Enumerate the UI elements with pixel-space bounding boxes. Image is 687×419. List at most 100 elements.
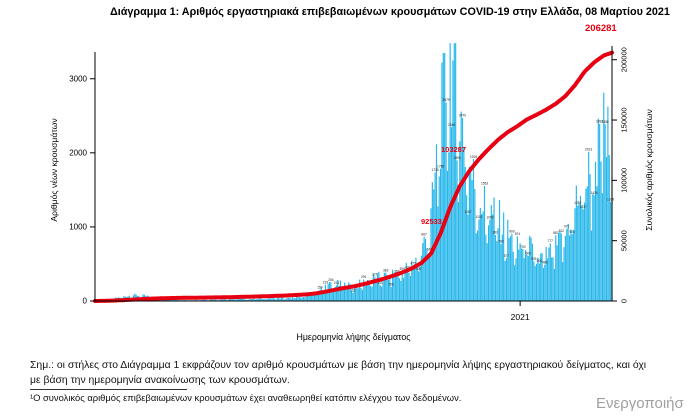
daily-cases-bar xyxy=(383,272,385,301)
daily-cases-bar xyxy=(562,262,564,301)
daily-cases-bar xyxy=(437,206,439,301)
daily-cases-bar xyxy=(607,106,609,301)
svg-text:1237: 1237 xyxy=(580,205,587,209)
daily-cases-bar xyxy=(455,43,457,301)
daily-cases-bar xyxy=(231,298,233,301)
daily-cases-bar xyxy=(195,299,198,301)
daily-cases-bar xyxy=(552,257,554,301)
daily-cases-bar xyxy=(263,299,265,301)
daily-cases-bar xyxy=(239,298,241,301)
daily-cases-bar xyxy=(482,211,484,301)
daily-cases-bar xyxy=(297,297,299,301)
daily-cases-bar xyxy=(599,123,601,301)
daily-cases-bar xyxy=(167,299,169,301)
daily-cases-bar xyxy=(464,166,466,301)
daily-cases-bar xyxy=(592,194,594,301)
daily-cases-bar xyxy=(540,253,542,301)
svg-text:901: 901 xyxy=(570,230,576,234)
svg-text:539: 539 xyxy=(531,257,537,261)
daily-cases-bar xyxy=(453,43,455,301)
svg-text:400: 400 xyxy=(416,267,422,271)
daily-cases-bar xyxy=(507,219,509,301)
right-axis-title: Συνολικός αριθμός κρουσμάτων xyxy=(644,109,654,231)
daily-cases-bar xyxy=(581,205,583,301)
svg-text:1289: 1289 xyxy=(574,201,581,205)
svg-text:1553: 1553 xyxy=(481,182,488,186)
daily-cases-bar xyxy=(389,278,391,301)
daily-cases-bar xyxy=(474,189,476,301)
daily-cases-bar xyxy=(419,266,421,301)
svg-text:892: 892 xyxy=(493,231,499,235)
svg-text:150: 150 xyxy=(317,286,323,290)
daily-cases-bar xyxy=(367,279,369,301)
daily-cases-bar xyxy=(268,297,270,301)
svg-text:1339: 1339 xyxy=(607,198,614,202)
daily-cases-bar xyxy=(530,237,532,301)
daily-cases-bar xyxy=(405,262,407,301)
daily-cases-bar xyxy=(256,299,258,301)
svg-text:1735: 1735 xyxy=(432,168,439,172)
daily-cases-bar xyxy=(604,124,606,301)
chart-note: Σημ.: οι στήλες στο Διάγραμμα 1 εκφράζου… xyxy=(30,359,646,388)
daily-cases-bar xyxy=(322,290,324,301)
daily-cases-bar xyxy=(309,294,311,301)
daily-cases-bar xyxy=(475,233,477,301)
daily-cases-bar xyxy=(477,230,479,301)
daily-cases-bar xyxy=(392,269,394,301)
svg-text:909: 909 xyxy=(509,229,515,233)
daily-cases-bar xyxy=(461,118,464,302)
daily-cases-bar xyxy=(512,251,514,301)
svg-text:971: 971 xyxy=(564,225,570,229)
daily-cases-bar xyxy=(272,297,274,301)
daily-cases-bar xyxy=(518,249,520,301)
daily-cases-bar xyxy=(265,299,267,301)
daily-cases-bar xyxy=(334,287,336,301)
daily-cases-bar xyxy=(365,281,368,301)
daily-cases-bar xyxy=(515,258,517,301)
svg-text:369: 369 xyxy=(394,269,400,273)
daily-cases-bar xyxy=(544,264,546,301)
daily-cases-bar xyxy=(339,280,342,301)
daily-cases-bar xyxy=(374,276,376,301)
daily-cases-bar xyxy=(282,297,284,301)
daily-cases-bar xyxy=(253,298,255,301)
daily-cases-bar xyxy=(319,289,321,301)
svg-text:1786: 1786 xyxy=(437,164,444,168)
daily-cases-bar xyxy=(293,298,295,301)
svg-text:887: 887 xyxy=(553,231,559,235)
daily-cases-bar xyxy=(241,298,243,301)
daily-cases-bar xyxy=(267,298,269,301)
daily-cases-bar xyxy=(264,299,266,301)
daily-cases-bar xyxy=(434,172,436,301)
daily-cases-bar xyxy=(368,284,370,301)
daily-cases-bar xyxy=(312,294,314,301)
daily-cases-bar xyxy=(483,185,486,301)
daily-cases-bar xyxy=(274,298,276,301)
svg-text:254: 254 xyxy=(328,278,334,282)
daily-cases-bar xyxy=(418,271,420,301)
daily-cases-bar xyxy=(354,288,357,301)
daily-cases-bar xyxy=(304,297,306,301)
daily-cases-bar xyxy=(420,255,422,301)
daily-cases-bar xyxy=(382,281,384,301)
daily-cases-bar xyxy=(542,268,545,301)
daily-cases-bar xyxy=(536,263,538,301)
daily-cases-bar xyxy=(575,185,577,301)
daily-cases-bar xyxy=(492,214,494,301)
daily-cases-bar xyxy=(398,278,401,301)
svg-text:0: 0 xyxy=(83,297,88,306)
daily-cases-bar xyxy=(172,299,174,301)
daily-cases-bar xyxy=(261,299,263,301)
daily-cases-bar xyxy=(546,258,549,301)
daily-cases-bar xyxy=(286,298,288,301)
daily-cases-bar xyxy=(541,252,543,301)
daily-cases-bar xyxy=(275,299,277,301)
daily-cases-bar xyxy=(444,52,446,302)
daily-cases-bar xyxy=(344,282,346,301)
daily-bars-layer xyxy=(94,43,613,302)
svg-text:2386: 2386 xyxy=(602,120,609,124)
daily-cases-bar xyxy=(301,297,303,301)
daily-cases-bar xyxy=(279,298,281,301)
daily-cases-bar xyxy=(435,144,438,301)
daily-cases-bar xyxy=(230,299,232,301)
